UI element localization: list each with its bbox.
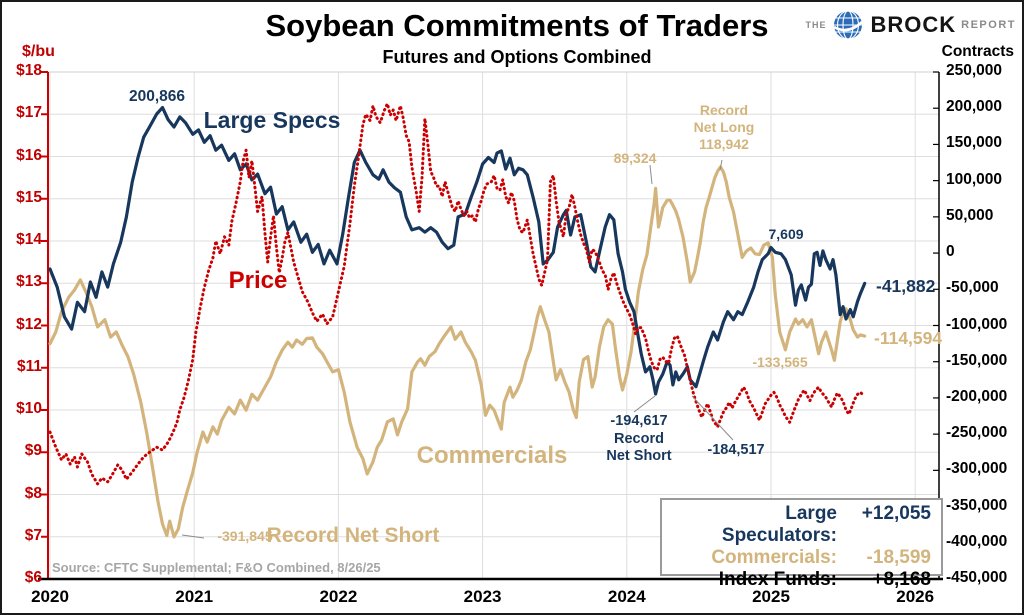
leader-line bbox=[633, 395, 656, 413]
leader-line bbox=[719, 159, 723, 171]
series-large-specs bbox=[48, 105, 867, 396]
leader-line bbox=[181, 534, 205, 539]
legend-value: +12,055 bbox=[861, 503, 931, 524]
series-commercials bbox=[48, 165, 867, 539]
legend-box: Large Speculators: +12,055 Commercials: … bbox=[660, 498, 943, 590]
legend-row-large-speculators: Large Speculators: +12,055 bbox=[668, 503, 931, 547]
leader-line bbox=[691, 395, 734, 441]
legend-value: -18,599 bbox=[866, 546, 931, 568]
legend-label: Large Speculators: bbox=[721, 503, 837, 546]
leader-line bbox=[649, 164, 653, 185]
legend-row-commercials: Commercials: -18,599 bbox=[668, 547, 931, 569]
legend-row-index-funds: Index Funds: +8,168 bbox=[668, 569, 931, 591]
series-price bbox=[48, 102, 865, 486]
legend-label: Index Funds: bbox=[718, 568, 837, 590]
legend-label: Commercials: bbox=[711, 546, 837, 568]
legend-value: +8,168 bbox=[872, 568, 931, 590]
